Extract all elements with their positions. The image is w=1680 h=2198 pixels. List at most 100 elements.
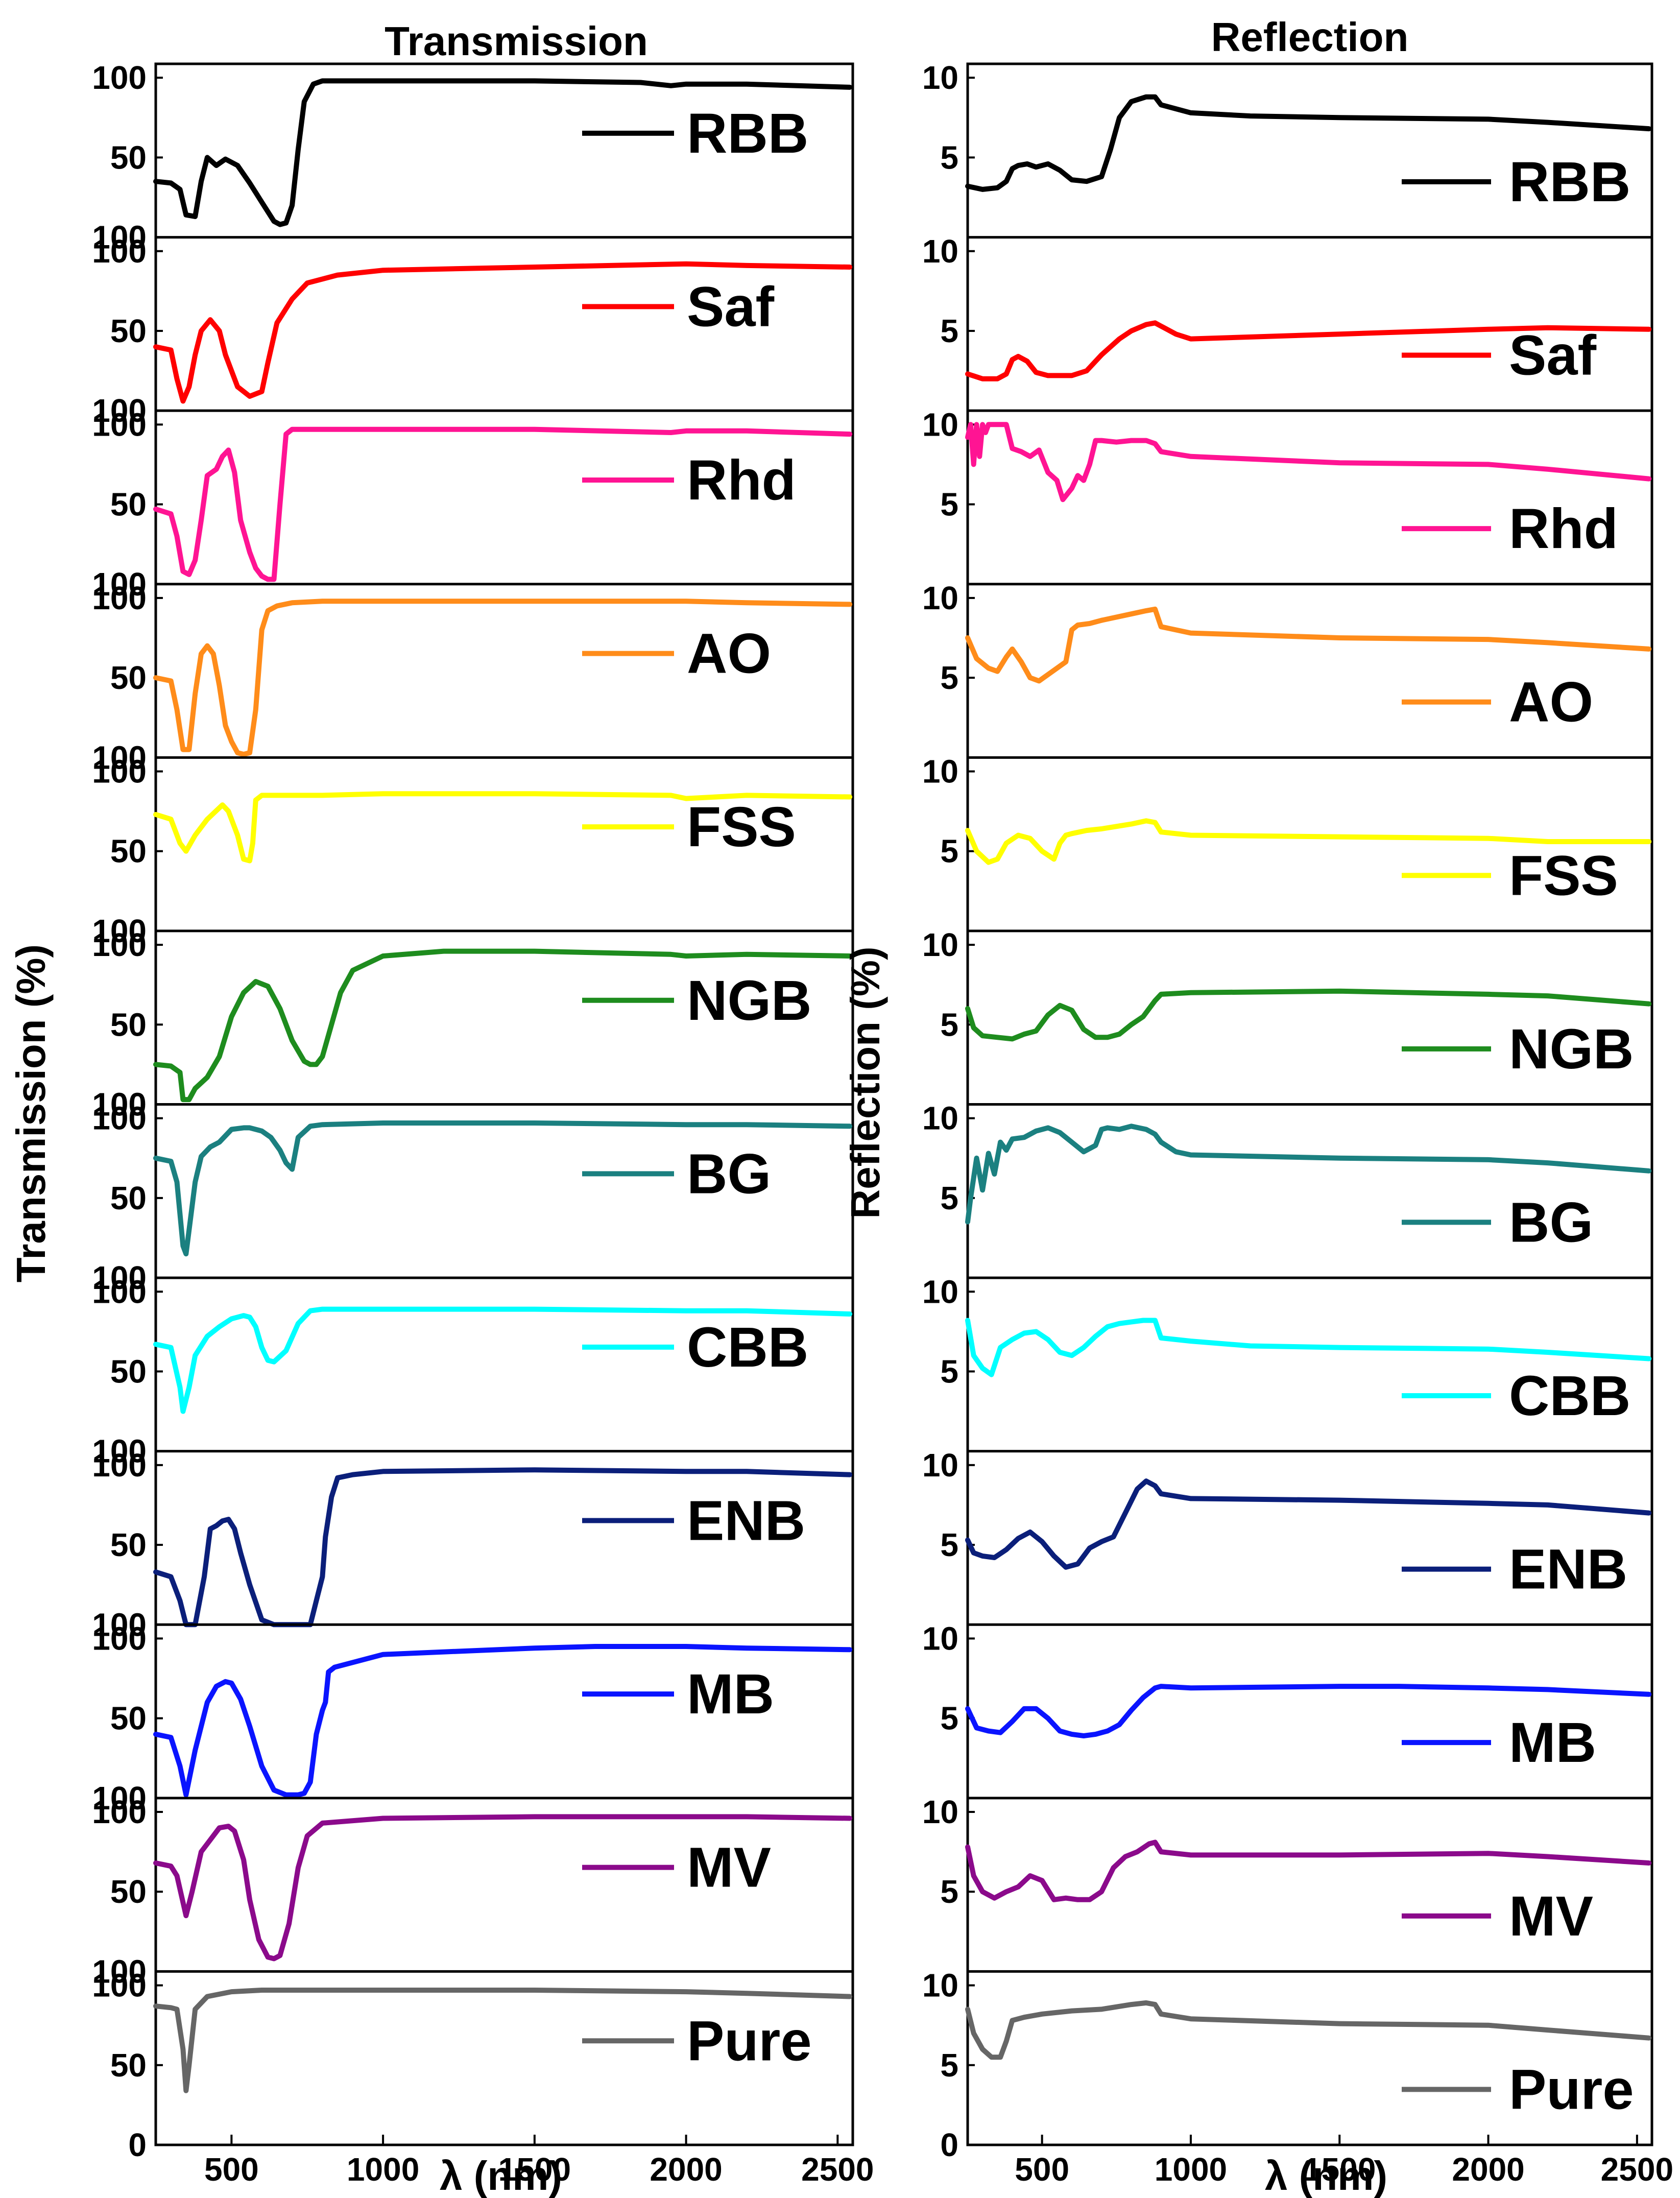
transmission-chart: 100 50 100 RBB 100 50 100 Saf 100 50 100 Rhd 100 50 10…	[92, 59, 874, 2188]
legend-label-ao: AO	[687, 623, 771, 685]
y-tick-label: 100	[92, 1606, 147, 1643]
series-pure-line	[965, 2000, 1652, 2060]
y-tick-label: 5	[940, 1873, 958, 1910]
y-tick-label: 10	[922, 406, 958, 443]
x-tick-label: 1000	[347, 2151, 419, 2188]
series-cbb-line	[965, 1318, 1652, 1377]
y-tick-label: 10	[922, 926, 958, 963]
y-tick-label: 50	[110, 2047, 147, 2084]
legend-label-rhd: Rhd	[1509, 497, 1618, 560]
x-tick-label: 500	[204, 2151, 259, 2188]
y-tick-label: 100	[92, 566, 147, 603]
legend-label-pure: Pure	[1509, 2058, 1634, 2121]
legend-label-mb: MB	[1509, 1711, 1596, 1774]
y-tick-label: 10	[922, 580, 958, 616]
legend-label-pure: Pure	[687, 2010, 812, 2072]
reflection-x-axis-label: λ (nm)	[1265, 2153, 1387, 2198]
y-tick-label: 50	[110, 1353, 147, 1390]
series-saf-line	[153, 261, 853, 404]
y-tick-label: 100	[92, 1433, 147, 1470]
x-tick-label: 2000	[650, 2151, 722, 2188]
y-tick-label: 10	[922, 1794, 958, 1830]
legend-label-fss: FSS	[687, 796, 796, 858]
y-tick-label: 100	[92, 1953, 147, 1990]
y-tick-label: 5	[940, 659, 958, 696]
series-rbb-line	[153, 78, 853, 227]
series-saf-line	[965, 320, 1652, 381]
y-tick-label: 100	[92, 1447, 147, 1484]
y-tick-label: 100	[92, 1794, 147, 1830]
x-tick-label: 2500	[801, 2151, 874, 2188]
y-tick-label: 10	[922, 1447, 958, 1484]
y-tick-label: 100	[92, 580, 147, 616]
y-tick-label: 50	[110, 1873, 147, 1910]
series-enb-line	[965, 1478, 1652, 1570]
reflection-chart: 10 5 RBB 10 5 Saf 10 5 Rhd 10 5 AO 10 5 FSS 10 5 NGB 10 5 BG…	[922, 59, 1673, 2188]
y-tick-label: 100	[92, 739, 147, 776]
y-tick-label: 50	[110, 659, 147, 696]
legend-label-mv: MV	[687, 1836, 771, 1899]
y-tick-label: 5	[940, 1353, 958, 1390]
y-tick-label: 10	[922, 233, 958, 270]
y-tick-label: 100	[92, 59, 147, 96]
y-tick-label: 5	[940, 833, 958, 870]
y-tick-label: 5	[940, 313, 958, 349]
legend-label-saf: Saf	[687, 275, 775, 338]
y-tick-label: 50	[110, 1526, 147, 1563]
y-tick-label: 50	[110, 139, 147, 176]
series-bg-line	[153, 1120, 853, 1257]
y-tick-label: 50	[110, 1700, 147, 1737]
y-tick-label: 100	[92, 926, 147, 963]
y-tick-label: 50	[110, 313, 147, 349]
transmission-chart-title: Transmission	[385, 18, 648, 64]
x-tick-label: 1500	[1303, 2151, 1376, 2188]
series-fss-line	[153, 791, 853, 864]
series-mv-line	[965, 1839, 1652, 1902]
legend-label-rbb: RBB	[687, 102, 808, 165]
series-ngb-line	[965, 988, 1652, 1042]
legend-label-fss: FSS	[1509, 844, 1618, 907]
transmission-x-axis-label: λ (nm)	[440, 2153, 562, 2198]
series-ao-line	[153, 599, 853, 757]
series-fss-line	[965, 818, 1652, 865]
series-rbb-line	[965, 94, 1652, 192]
series-ngb-line	[153, 948, 853, 1103]
series-pure-line	[153, 1988, 853, 2093]
legend-label-saf: Saf	[1509, 324, 1597, 387]
y-tick-label: 5	[940, 486, 958, 523]
y-tick-label: 50	[110, 1006, 147, 1043]
y-tick-label: 100	[92, 753, 147, 790]
legend-label-mb: MB	[687, 1663, 774, 1726]
legend-label-bg: BG	[1509, 1191, 1593, 1254]
y-tick-label: 5	[940, 1006, 958, 1043]
y-tick-label: 10	[922, 753, 958, 790]
y-tick-label: 100	[92, 392, 147, 429]
y-tick-label: 5	[940, 1526, 958, 1563]
legend-label-enb: ENB	[1509, 1538, 1627, 1601]
y-tick-label: 100	[92, 913, 147, 949]
series-mv-line	[153, 1814, 853, 1962]
y-tick-label: 100	[92, 219, 147, 256]
y-tick-label: 100	[92, 1273, 147, 1310]
x-tick-label: 1500	[498, 2151, 571, 2188]
legend-label-rbb: RBB	[1509, 151, 1630, 213]
y-tick-label: 5	[940, 1180, 958, 1216]
legend-label-ao: AO	[1509, 671, 1593, 734]
y-tick-label: 10	[922, 59, 958, 96]
x-tick-label: 2500	[1601, 2151, 1673, 2188]
series-bg-line	[965, 1124, 1652, 1225]
y-tick-label: 0	[940, 2127, 958, 2163]
x-tick-label: 2000	[1452, 2151, 1524, 2188]
y-tick-label: 100	[92, 1100, 147, 1137]
series-cbb-line	[153, 1306, 853, 1414]
legend-label-ngb: NGB	[1509, 1018, 1634, 1081]
series-ao-line	[965, 606, 1652, 684]
y-tick-label: 100	[92, 406, 147, 443]
x-tick-label: 500	[1015, 2151, 1069, 2188]
y-tick-label: 100	[92, 1086, 147, 1123]
legend-label-rhd: Rhd	[687, 449, 796, 512]
reflection-y-axis-label: Reflection (%)	[843, 946, 888, 1219]
y-tick-label: 10	[922, 1967, 958, 2004]
y-tick-label: 100	[92, 1259, 147, 1296]
